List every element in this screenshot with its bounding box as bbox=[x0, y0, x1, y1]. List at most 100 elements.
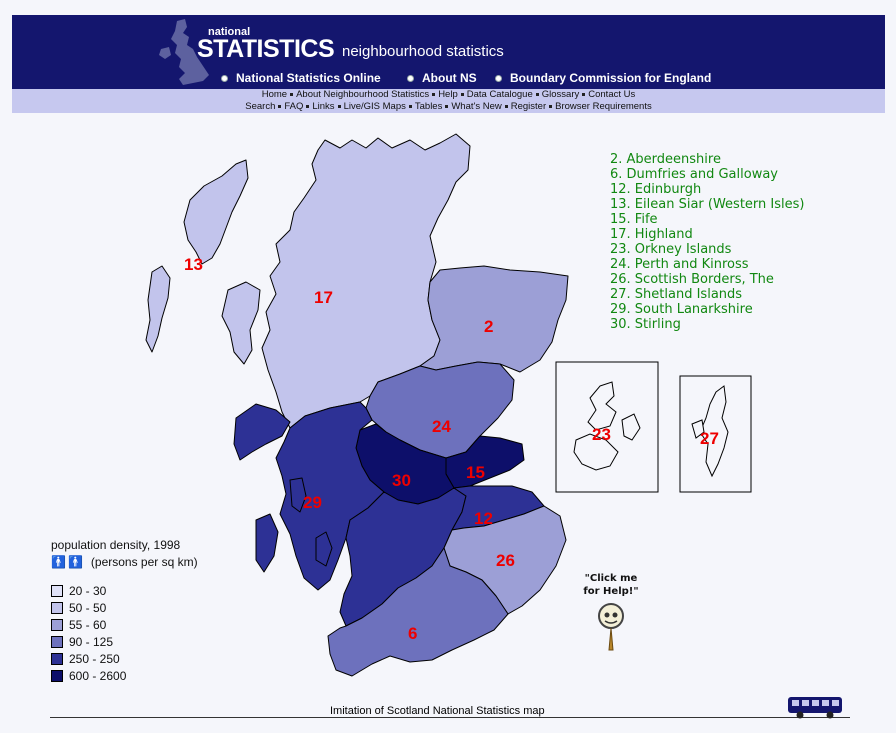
separator-icon bbox=[306, 104, 310, 108]
logo-text: STATISTICS bbox=[197, 35, 335, 63]
region-list-item[interactable]: 30. Stirling bbox=[610, 317, 681, 332]
separator-icon bbox=[278, 104, 282, 108]
legend-swatch bbox=[51, 670, 63, 682]
map-label-30: 30 bbox=[392, 471, 411, 490]
subnav-link-links[interactable]: Links bbox=[312, 101, 335, 112]
region-list-item[interactable]: 27. Shetland Islands bbox=[610, 287, 743, 302]
subnav-link-search[interactable]: Search bbox=[245, 101, 276, 112]
separator-icon bbox=[290, 92, 294, 96]
region-jura[interactable] bbox=[255, 513, 279, 573]
nav-about-ns[interactable]: About NS bbox=[408, 71, 477, 85]
separator-icon bbox=[535, 92, 539, 96]
subnav-link-help[interactable]: Help bbox=[438, 89, 458, 100]
nav-label: About NS bbox=[422, 71, 477, 85]
subnav-link-contact-us[interactable]: Contact Us bbox=[588, 89, 636, 100]
help-text: "Click me for Help!" bbox=[578, 572, 644, 598]
legend-class-label: 250 - 250 bbox=[69, 652, 120, 666]
region-highland-skye[interactable] bbox=[221, 281, 261, 365]
region-list-item[interactable]: 24. Perth and Kinross bbox=[610, 257, 749, 272]
legend-class: 20 - 30 bbox=[51, 584, 106, 598]
map-label-27: 27 bbox=[700, 429, 719, 448]
subnav-link-tables[interactable]: Tables bbox=[414, 101, 443, 112]
subnav-link-about-neighbourhood-statistics[interactable]: About Neighbourhood Statistics bbox=[296, 89, 430, 100]
bullet-icon bbox=[496, 76, 501, 82]
bullet-icon bbox=[408, 76, 413, 82]
scotland-map: 13 17 2 24 30 15 29 12 26 6 23 27 bbox=[145, 133, 752, 677]
region-eilean-siar[interactable] bbox=[183, 159, 249, 265]
subnav-link-home[interactable]: Home bbox=[261, 89, 288, 100]
map-label-15: 15 bbox=[466, 463, 485, 482]
map-label-24: 24 bbox=[432, 417, 451, 436]
bullet-icon bbox=[222, 76, 227, 82]
region-orkney-east[interactable] bbox=[621, 413, 641, 441]
subnav-link-glossary[interactable]: Glossary bbox=[541, 89, 580, 100]
help-button[interactable]: "Click me for Help!" bbox=[578, 572, 644, 659]
legend-swatch bbox=[51, 619, 63, 631]
region-list-item[interactable]: 12. Edinburgh bbox=[610, 182, 702, 197]
legend-class-label: 90 - 125 bbox=[69, 635, 114, 649]
separator-icon bbox=[337, 104, 341, 108]
separator-icon bbox=[460, 92, 464, 96]
region-list-item[interactable]: 6. Dumfries and Galloway bbox=[610, 167, 778, 182]
region-dumfries-galloway[interactable] bbox=[327, 547, 509, 677]
region-eilean-siar-south[interactable] bbox=[145, 265, 171, 353]
separator-icon bbox=[549, 104, 553, 108]
region-islay[interactable] bbox=[289, 477, 307, 513]
subnav-link-data-catalogue[interactable]: Data Catalogue bbox=[466, 89, 533, 100]
subnav-link-browser-requirements[interactable]: Browser Requirements bbox=[555, 101, 652, 112]
map-label-26: 26 bbox=[496, 551, 515, 570]
region-mull[interactable] bbox=[233, 403, 291, 461]
legend-swatch bbox=[51, 636, 63, 648]
help-line-1: "Click me bbox=[584, 573, 638, 584]
separator-icon bbox=[504, 104, 508, 108]
region-list: 2. Aberdeenshire 6. Dumfries and Galloway… bbox=[610, 152, 804, 332]
help-line-2: for Help!" bbox=[583, 586, 639, 597]
map-label-29: 29 bbox=[303, 493, 322, 512]
region-list-item[interactable]: 26. Scottish Borders, The bbox=[610, 272, 774, 287]
region-list-item[interactable]: 29. South Lanarkshire bbox=[610, 302, 753, 317]
region-list-item[interactable]: 17. Highland bbox=[610, 227, 693, 242]
legend-class-label: 50 - 50 bbox=[69, 601, 107, 615]
subnav-link-faq[interactable]: FAQ bbox=[284, 101, 304, 112]
region-arran[interactable] bbox=[315, 531, 333, 567]
legend-class-label: 20 - 30 bbox=[69, 584, 107, 598]
nav-national-statistics-online[interactable]: National Statistics Online bbox=[222, 71, 381, 85]
map-label-6: 6 bbox=[408, 624, 417, 643]
nav-label: National Statistics Online bbox=[236, 71, 381, 85]
person-icon: 🚹 bbox=[51, 555, 66, 569]
subnav-link-what-s-new[interactable]: What's New bbox=[451, 101, 502, 112]
region-shetland[interactable] bbox=[699, 385, 729, 478]
separator-icon bbox=[445, 104, 449, 108]
subnav-row-1: Home About Neighbourhood Statistics Help Da… bbox=[12, 89, 885, 101]
subnav-link-register[interactable]: Register bbox=[510, 101, 547, 112]
map-label-12: 12 bbox=[474, 509, 493, 528]
nav-label: Boundary Commission for England bbox=[510, 71, 712, 85]
map-caption: Imitation of Scotland National Statistic… bbox=[330, 705, 545, 717]
person-icon: 🚹 bbox=[67, 555, 83, 569]
nav-boundary-commission[interactable]: Boundary Commission for England bbox=[496, 71, 711, 85]
legend-swatch bbox=[51, 602, 63, 614]
region-orkney-south[interactable] bbox=[573, 433, 619, 471]
subnav-link-live-gis-maps[interactable]: Live/GIS Maps bbox=[343, 101, 406, 112]
legend-swatch bbox=[51, 585, 63, 597]
separator-icon bbox=[408, 104, 412, 108]
legend-class-label: 55 - 60 bbox=[69, 618, 107, 632]
bus-icon[interactable] bbox=[786, 694, 846, 720]
legend-title: population density, 1998 bbox=[51, 538, 181, 552]
region-aberdeenshire[interactable] bbox=[419, 265, 569, 373]
uk-map-logo-icon bbox=[159, 19, 209, 85]
legend-unit: (persons per sq km) bbox=[90, 555, 198, 569]
logo-small-text: national bbox=[208, 26, 251, 38]
region-list-item[interactable]: 15. Fife bbox=[610, 212, 658, 227]
region-list-item[interactable]: 13. Eilean Siar (Western Isles) bbox=[610, 197, 805, 212]
legend-unit-row: 🚹 🚹 (persons per sq km) bbox=[51, 555, 198, 569]
legend-class: 50 - 50 bbox=[51, 601, 106, 615]
site-header: national STATISTICS neighbourhood statis… bbox=[12, 15, 885, 89]
region-orkney[interactable] bbox=[587, 381, 617, 431]
site-title: neighbourhood statistics bbox=[342, 43, 504, 60]
region-list-item[interactable]: 23. Orkney Islands bbox=[610, 242, 732, 257]
region-shetland-west[interactable] bbox=[691, 419, 705, 439]
map-label-23: 23 bbox=[592, 425, 611, 444]
region-perth-kinross[interactable] bbox=[365, 361, 515, 459]
region-list-item[interactable]: 2. Aberdeenshire bbox=[610, 152, 721, 167]
